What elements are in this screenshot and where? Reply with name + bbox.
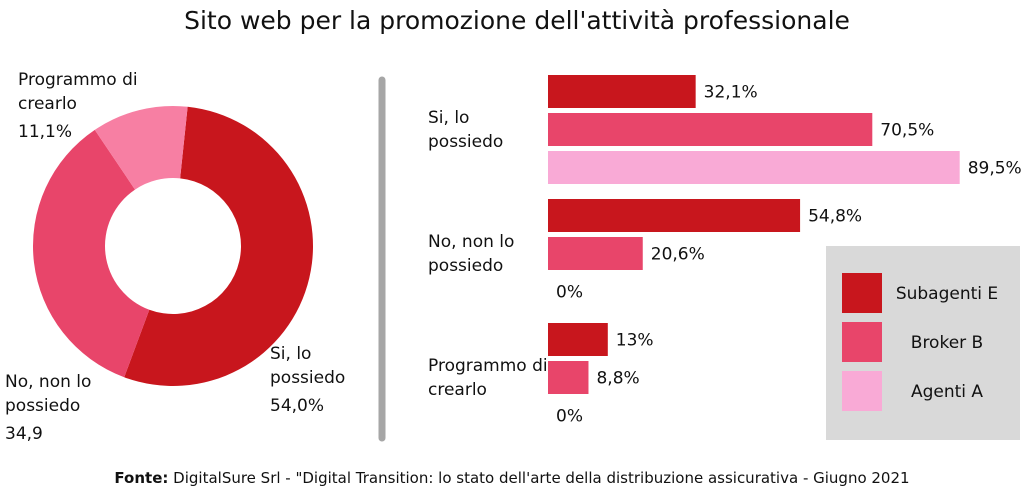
category-label: Si, lo possiedo (428, 107, 504, 152)
source: Fonte: DigitalSure Srl - "Digital Transi… (114, 469, 909, 487)
legend-label: Broker B (911, 333, 983, 353)
bar-value-label: 20,6% (651, 245, 705, 265)
slice-label: Programmo di crearlo (18, 70, 138, 114)
category-label: No, non lo possiedo (428, 231, 515, 276)
bar-value-label: 8,8% (596, 369, 639, 389)
slice-value: 34,9 (5, 424, 43, 444)
legend-swatch (842, 371, 882, 411)
slice-value: 11,1% (18, 122, 73, 142)
title: Sito web per la promozione dell'attività… (184, 6, 850, 35)
bar-value-label: 13% (616, 331, 654, 351)
bar-value-label: 70,5% (880, 121, 934, 141)
source-label: Fonte: (114, 469, 168, 487)
bar (548, 323, 608, 356)
donut-slice (94, 106, 188, 190)
legend-swatch (842, 322, 882, 362)
slice-label: Si, lo possiedo (270, 344, 346, 388)
bar (548, 75, 696, 108)
bar (548, 199, 801, 232)
bar-value-label: 0% (556, 283, 583, 303)
bar-value-label: 0% (556, 407, 583, 427)
bar-value-label: 32,1% (704, 83, 758, 103)
bar (548, 113, 873, 146)
bar-value-label: 54,8% (808, 207, 862, 227)
legend-label: Agenti A (911, 382, 983, 402)
bar (548, 151, 960, 184)
slice-label: No, non lo possiedo (5, 372, 92, 416)
bar (548, 361, 589, 394)
donut-slice (124, 106, 313, 386)
legend-label: Subagenti E (896, 284, 998, 304)
bar (548, 237, 643, 270)
source-text: DigitalSure Srl - "Digital Transition: l… (173, 469, 909, 487)
slice-value: 54,0% (270, 396, 325, 416)
legend-swatch (842, 273, 882, 313)
donut-slice (33, 129, 150, 378)
category-label: Programmo di crearlo (428, 355, 548, 400)
bar-value-label: 89,5% (968, 159, 1022, 179)
